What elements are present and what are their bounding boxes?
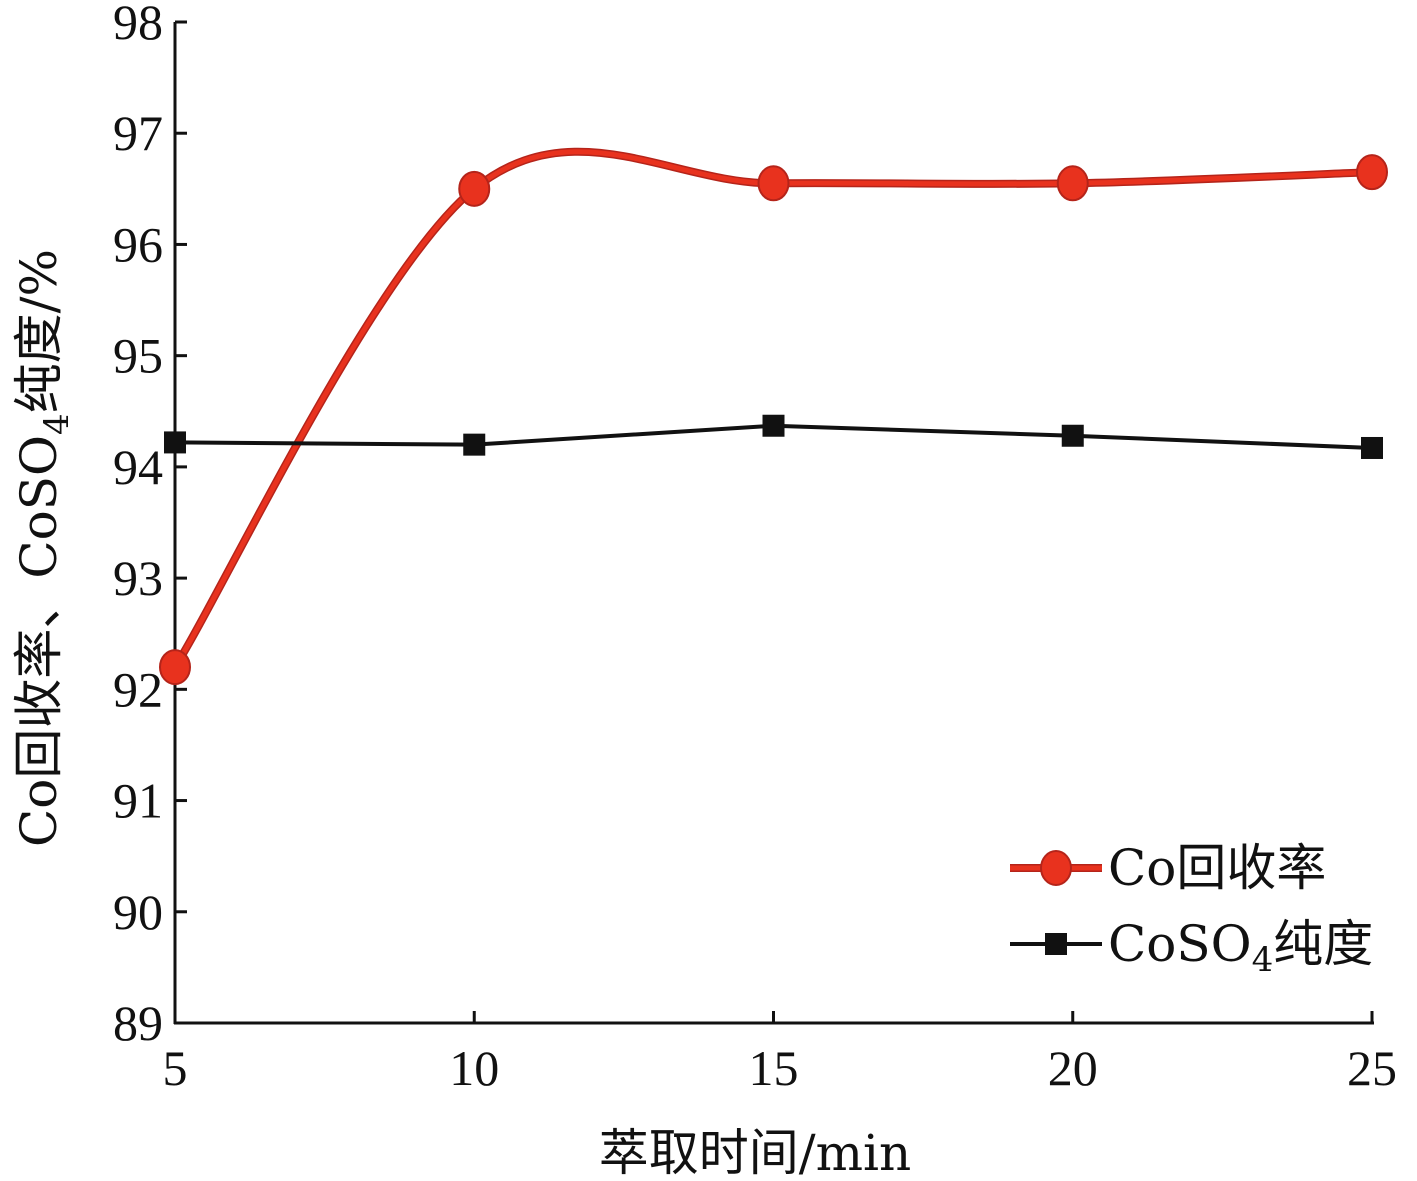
x-tick-label: 5 xyxy=(163,1040,188,1096)
data-point-square xyxy=(463,433,486,456)
data-point-circle xyxy=(1056,165,1089,202)
y-tick-label: 96 xyxy=(113,216,163,272)
legend-label-part: CoSO xyxy=(1108,915,1252,973)
y-tick-label: 93 xyxy=(113,550,163,606)
y-axis-title-part: Co回收率、CoSO xyxy=(10,435,68,847)
x-tick-label: 20 xyxy=(1048,1040,1098,1096)
data-point-square xyxy=(164,431,186,454)
x-tick-label: 10 xyxy=(449,1040,499,1096)
x-tick-label: 15 xyxy=(749,1040,799,1096)
y-tick-label: 95 xyxy=(113,328,163,384)
y-axis-title: Co回收率、CoSO4纯度/% xyxy=(10,249,77,847)
series-line xyxy=(172,149,1373,669)
legend-marker-circle xyxy=(1040,850,1072,886)
y-tick-label: 94 xyxy=(113,439,163,495)
data-point-square xyxy=(762,414,785,437)
legend-item-2: CoSO4纯度 xyxy=(1010,915,1373,980)
legend-label: CoSO4纯度 xyxy=(1108,915,1373,980)
x-axis-title: 萃取时间/min xyxy=(599,1124,911,1181)
data-point-square xyxy=(1361,436,1383,459)
legend-marker-square xyxy=(1045,933,1067,955)
data-point-circle xyxy=(757,165,790,202)
legend-label: Co回收率 xyxy=(1108,839,1326,897)
y-axis-title-part: 纯度/% xyxy=(10,249,68,413)
y-tick-label: 89 xyxy=(113,995,163,1051)
series-2 xyxy=(164,414,1383,459)
data-point-square xyxy=(1061,424,1084,447)
y-tick-label: 98 xyxy=(113,0,163,50)
axes: 89 90 91 92 93 94 95 96 97 98 5 10 15 20 25 xyxy=(113,0,1397,1096)
series-layer xyxy=(159,147,1388,686)
series-line-outline xyxy=(171,147,1373,670)
legend: Co回收率 CoSO4纯度 xyxy=(1010,839,1373,980)
y-tick-label: 92 xyxy=(113,661,163,717)
series-1 xyxy=(159,147,1388,686)
legend-label-part: 纯度 xyxy=(1273,915,1373,973)
x-tick-label: 25 xyxy=(1347,1040,1397,1096)
legend-label-part: Co回收率 xyxy=(1108,839,1326,897)
legend-item-1: Co回收率 xyxy=(1010,839,1326,897)
data-point-circle xyxy=(1356,154,1388,191)
y-tick-label: 90 xyxy=(113,884,163,940)
y-tick-label: 97 xyxy=(113,105,163,161)
legend-label-subscript: 4 xyxy=(1252,940,1274,980)
data-point-circle xyxy=(458,170,491,207)
y-axis-title-subscript: 4 xyxy=(37,413,77,435)
data-point-circle xyxy=(159,649,191,686)
y-tick-label: 91 xyxy=(113,773,163,829)
